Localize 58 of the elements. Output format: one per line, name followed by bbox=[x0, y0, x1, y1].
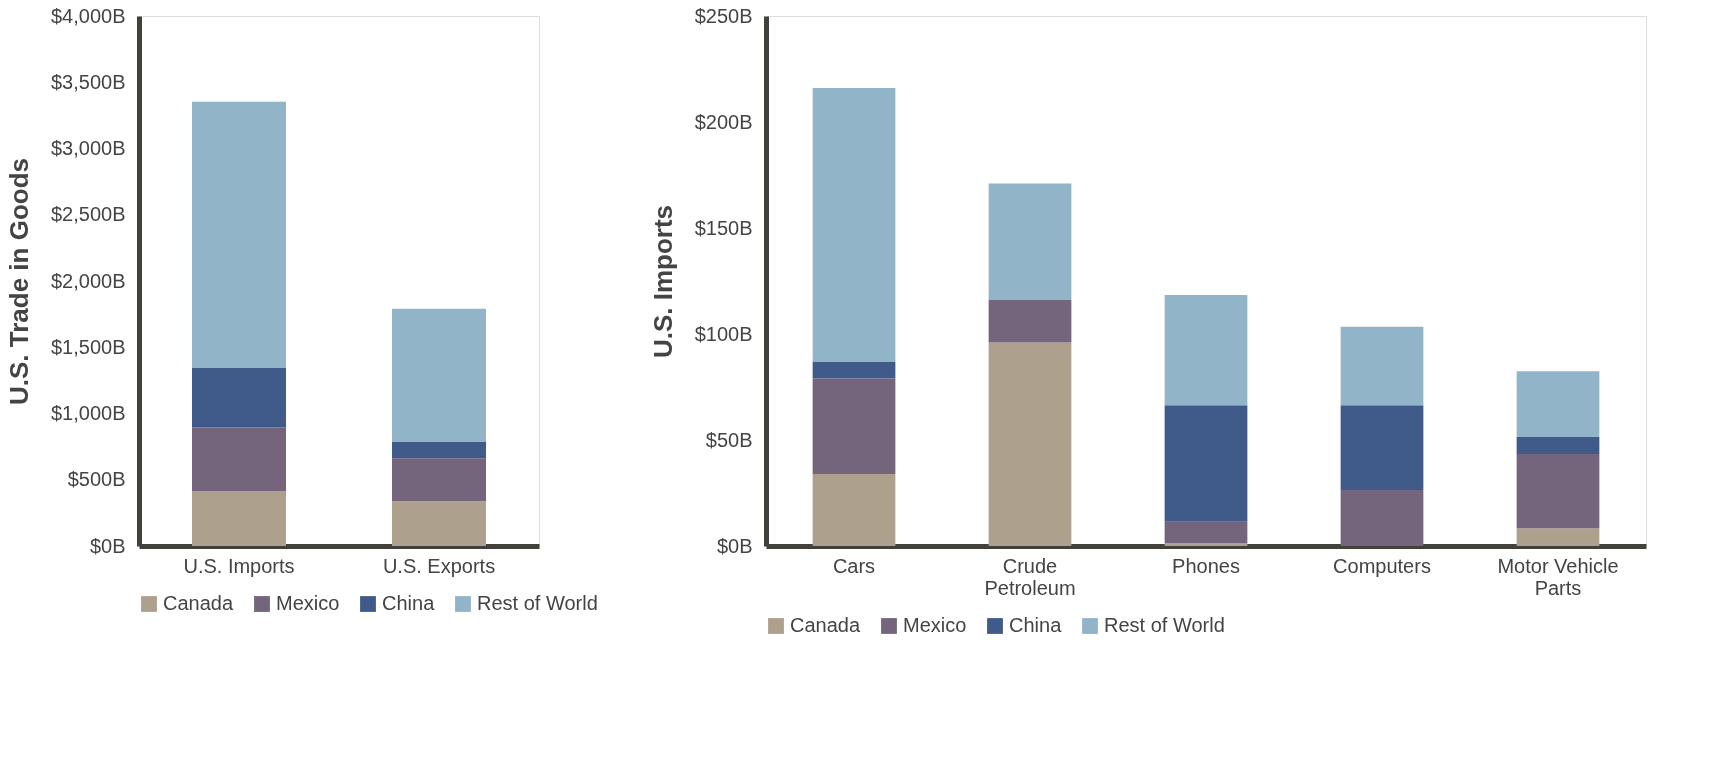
y-tick-label: $0B bbox=[716, 534, 753, 557]
bar bbox=[1164, 405, 1248, 522]
y-tick-label: $50B bbox=[705, 428, 753, 451]
y-tick-label: $4,000B bbox=[50, 4, 126, 27]
y-tick-label: $500B bbox=[67, 468, 126, 491]
y-tick-label: $1,000B bbox=[50, 402, 126, 424]
legend-label: China bbox=[382, 592, 436, 614]
x-tick-label: Phones bbox=[1172, 554, 1240, 577]
bar bbox=[988, 300, 1072, 343]
y-tick-label: $1,500B bbox=[50, 335, 126, 358]
bar bbox=[812, 361, 896, 379]
bar bbox=[392, 501, 486, 546]
bar bbox=[1340, 326, 1424, 406]
y-tick-label: $2,500B bbox=[50, 203, 126, 226]
legend-label: Canada bbox=[790, 614, 861, 636]
bar bbox=[392, 441, 486, 459]
x-tick-label: Crude Petroleum bbox=[984, 554, 1076, 599]
bar bbox=[192, 368, 286, 428]
y-tick-label: $3,500B bbox=[50, 70, 126, 93]
bar bbox=[1516, 528, 1600, 546]
legend-label: China bbox=[1009, 614, 1063, 636]
y-tick-label: $150B bbox=[694, 216, 753, 239]
legend-label: Canada bbox=[163, 592, 234, 614]
x-tick-label: Cars bbox=[832, 554, 876, 577]
bar bbox=[392, 308, 486, 442]
y-tick-label: $0B bbox=[89, 534, 126, 557]
bar bbox=[192, 491, 286, 546]
bar bbox=[1516, 453, 1600, 529]
legend-label: Rest of World bbox=[1104, 614, 1225, 636]
x-tick-label: U.S. Imports bbox=[183, 554, 295, 577]
bar bbox=[1340, 405, 1424, 491]
bar bbox=[1164, 543, 1248, 546]
y-axis-title: U.S. Trade in Goods bbox=[3, 157, 34, 406]
x-tick-label: U.S. Exports bbox=[382, 554, 496, 577]
bar bbox=[192, 427, 286, 492]
bar bbox=[192, 101, 286, 369]
bar bbox=[1164, 521, 1248, 544]
bar bbox=[392, 458, 486, 502]
bar bbox=[1516, 371, 1600, 438]
x-tick-label: Computers bbox=[1333, 554, 1431, 577]
y-axis-title: U.S. Imports bbox=[647, 204, 678, 359]
bar bbox=[812, 473, 896, 546]
legend-label: Mexico bbox=[276, 592, 340, 614]
x-tick-label: Motor Vehicle Parts bbox=[1497, 554, 1619, 599]
legend-label: Mexico bbox=[903, 614, 967, 636]
y-tick-label: $200B bbox=[694, 110, 753, 133]
y-tick-label: $250B bbox=[694, 4, 753, 27]
bar bbox=[1340, 490, 1424, 546]
bar bbox=[988, 342, 1072, 546]
bar bbox=[1164, 294, 1248, 406]
y-tick-label: $2,000B bbox=[50, 269, 126, 292]
bar bbox=[988, 183, 1072, 301]
bar bbox=[1516, 437, 1600, 454]
legend-label: Rest of World bbox=[477, 592, 598, 614]
y-tick-label: $100B bbox=[694, 322, 753, 345]
y-tick-label: $3,000B bbox=[50, 137, 126, 159]
bar bbox=[812, 378, 896, 474]
bar bbox=[812, 88, 896, 362]
